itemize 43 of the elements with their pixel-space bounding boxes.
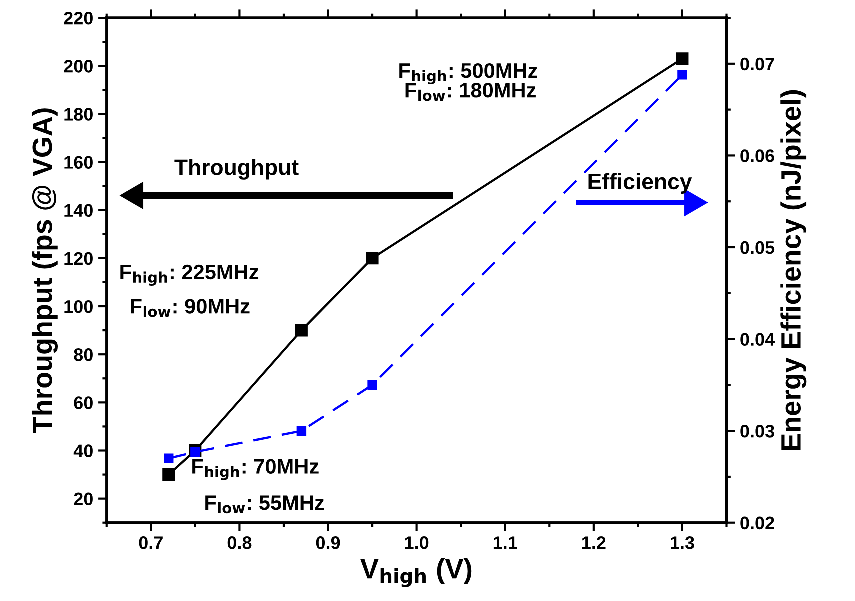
annotation: F$_{low}$: 55MHz	[206, 496, 324, 514]
y-tick-label: 180	[64, 108, 93, 121]
y-axis-title: Throughput (fps @ VGA)	[32, 108, 58, 434]
y-tick-label: 100	[64, 300, 93, 314]
annotation: F$_{low}$: 180MHz	[406, 83, 536, 102]
y-tick-label: 160	[64, 156, 93, 169]
x-tick-label: 1.2	[582, 536, 606, 550]
x-tick-label: 1.1	[494, 536, 518, 550]
x-tick-label: 1.0	[405, 536, 429, 550]
annotation: Efficiency	[588, 173, 692, 194]
point	[295, 324, 308, 337]
x-tick-label: 0.9	[316, 536, 340, 550]
annotation: F$_{low}$: 90MHz	[131, 299, 250, 318]
y-tick-label: 80	[74, 348, 93, 362]
point	[162, 468, 176, 482]
x-axis-title: V$_{high}$ (V)	[360, 558, 472, 588]
y2-tick-label: 0.05	[740, 241, 775, 254]
point	[190, 447, 200, 458]
x-tick-label: 0.8	[228, 536, 252, 550]
annotation: F$_{high}$: 225MHz	[120, 264, 259, 286]
y-tick-label: 140	[64, 204, 93, 218]
y-tick-label: 20	[74, 492, 93, 506]
y-tick-label: 60	[74, 396, 93, 410]
point	[676, 52, 689, 66]
y2-tick-label: 0.07	[740, 58, 774, 71]
point	[678, 70, 688, 80]
y2-tick-label: 0.06	[740, 150, 774, 162]
point	[368, 380, 378, 390]
annotation: Throughput	[174, 159, 299, 180]
point	[296, 426, 307, 436]
y2-tick-label: 0.02	[740, 516, 774, 530]
y2-tick-label: 0.04	[740, 333, 775, 346]
point	[366, 252, 379, 265]
y-tick-label: 200	[64, 60, 93, 73]
annotation: F$_{high}$: 70MHz	[192, 459, 319, 480]
y2-axis-title: Energy Efficiency (nJ/pixel)	[780, 90, 807, 450]
point	[164, 454, 174, 464]
x-tick-label: 0.7	[139, 536, 163, 550]
y-tick-label: 120	[64, 252, 93, 266]
y-tick-label: 220	[64, 12, 93, 25]
y-tick-label: 40	[74, 444, 93, 458]
x-tick-label: 1.3	[671, 536, 694, 550]
y2-tick-label: 0.03	[740, 425, 774, 438]
